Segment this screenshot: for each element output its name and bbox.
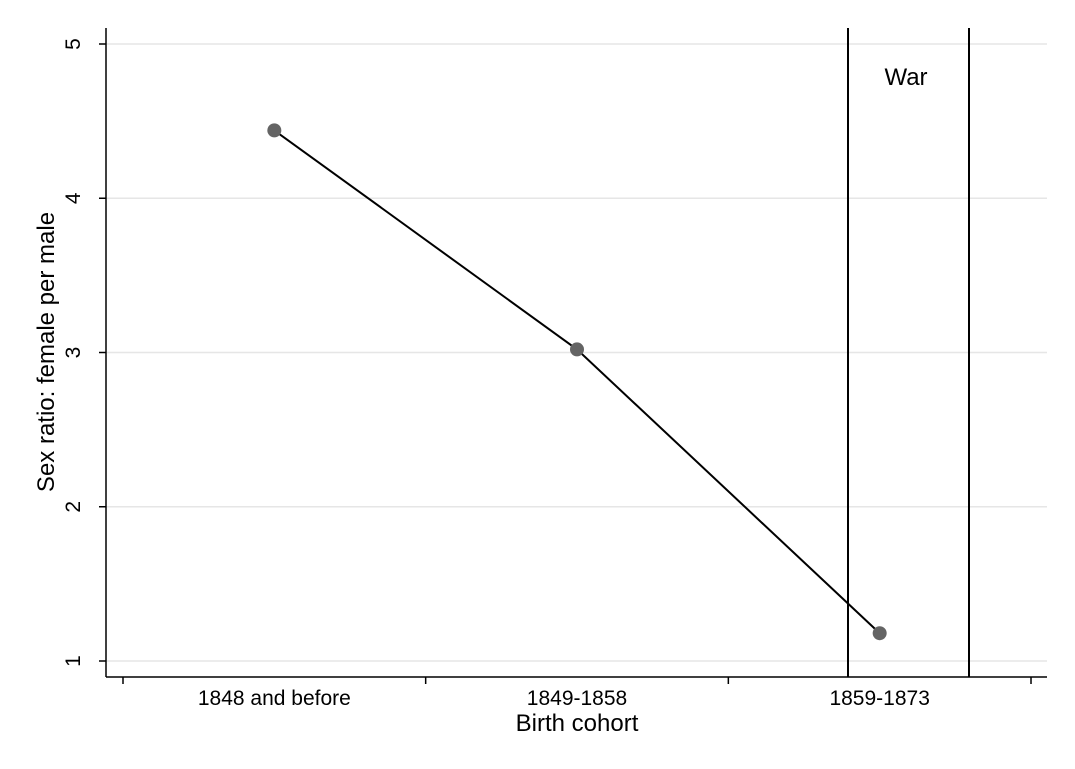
data-point — [872, 626, 887, 641]
y-axis-title: Sex ratio: female per male — [33, 212, 60, 492]
war-region: War — [847, 28, 970, 677]
x-tick-label: 1859-1873 — [829, 687, 929, 710]
y-ticks: 1 2 3 4 5 — [62, 38, 106, 667]
y-tick-label: 1 — [62, 655, 85, 667]
series-polyline — [273, 129, 881, 634]
x-axis-title: Birth cohort — [516, 710, 639, 737]
y-tick-label: 3 — [62, 347, 85, 359]
data-point — [570, 342, 585, 357]
data-points — [267, 123, 887, 641]
x-tick-label: 1849-1858 — [527, 687, 627, 710]
y-tick-label: 2 — [62, 501, 85, 513]
data-point — [267, 123, 282, 138]
series-line — [273, 129, 881, 634]
y-tick-label: 4 — [62, 192, 85, 204]
war-label: War — [884, 64, 927, 91]
x-ticks: 1848 and before 1849-1858 1859-1873 — [122, 677, 1032, 710]
y-tick-label: 5 — [62, 38, 85, 50]
x-tick-label: 1848 and before — [198, 687, 351, 710]
